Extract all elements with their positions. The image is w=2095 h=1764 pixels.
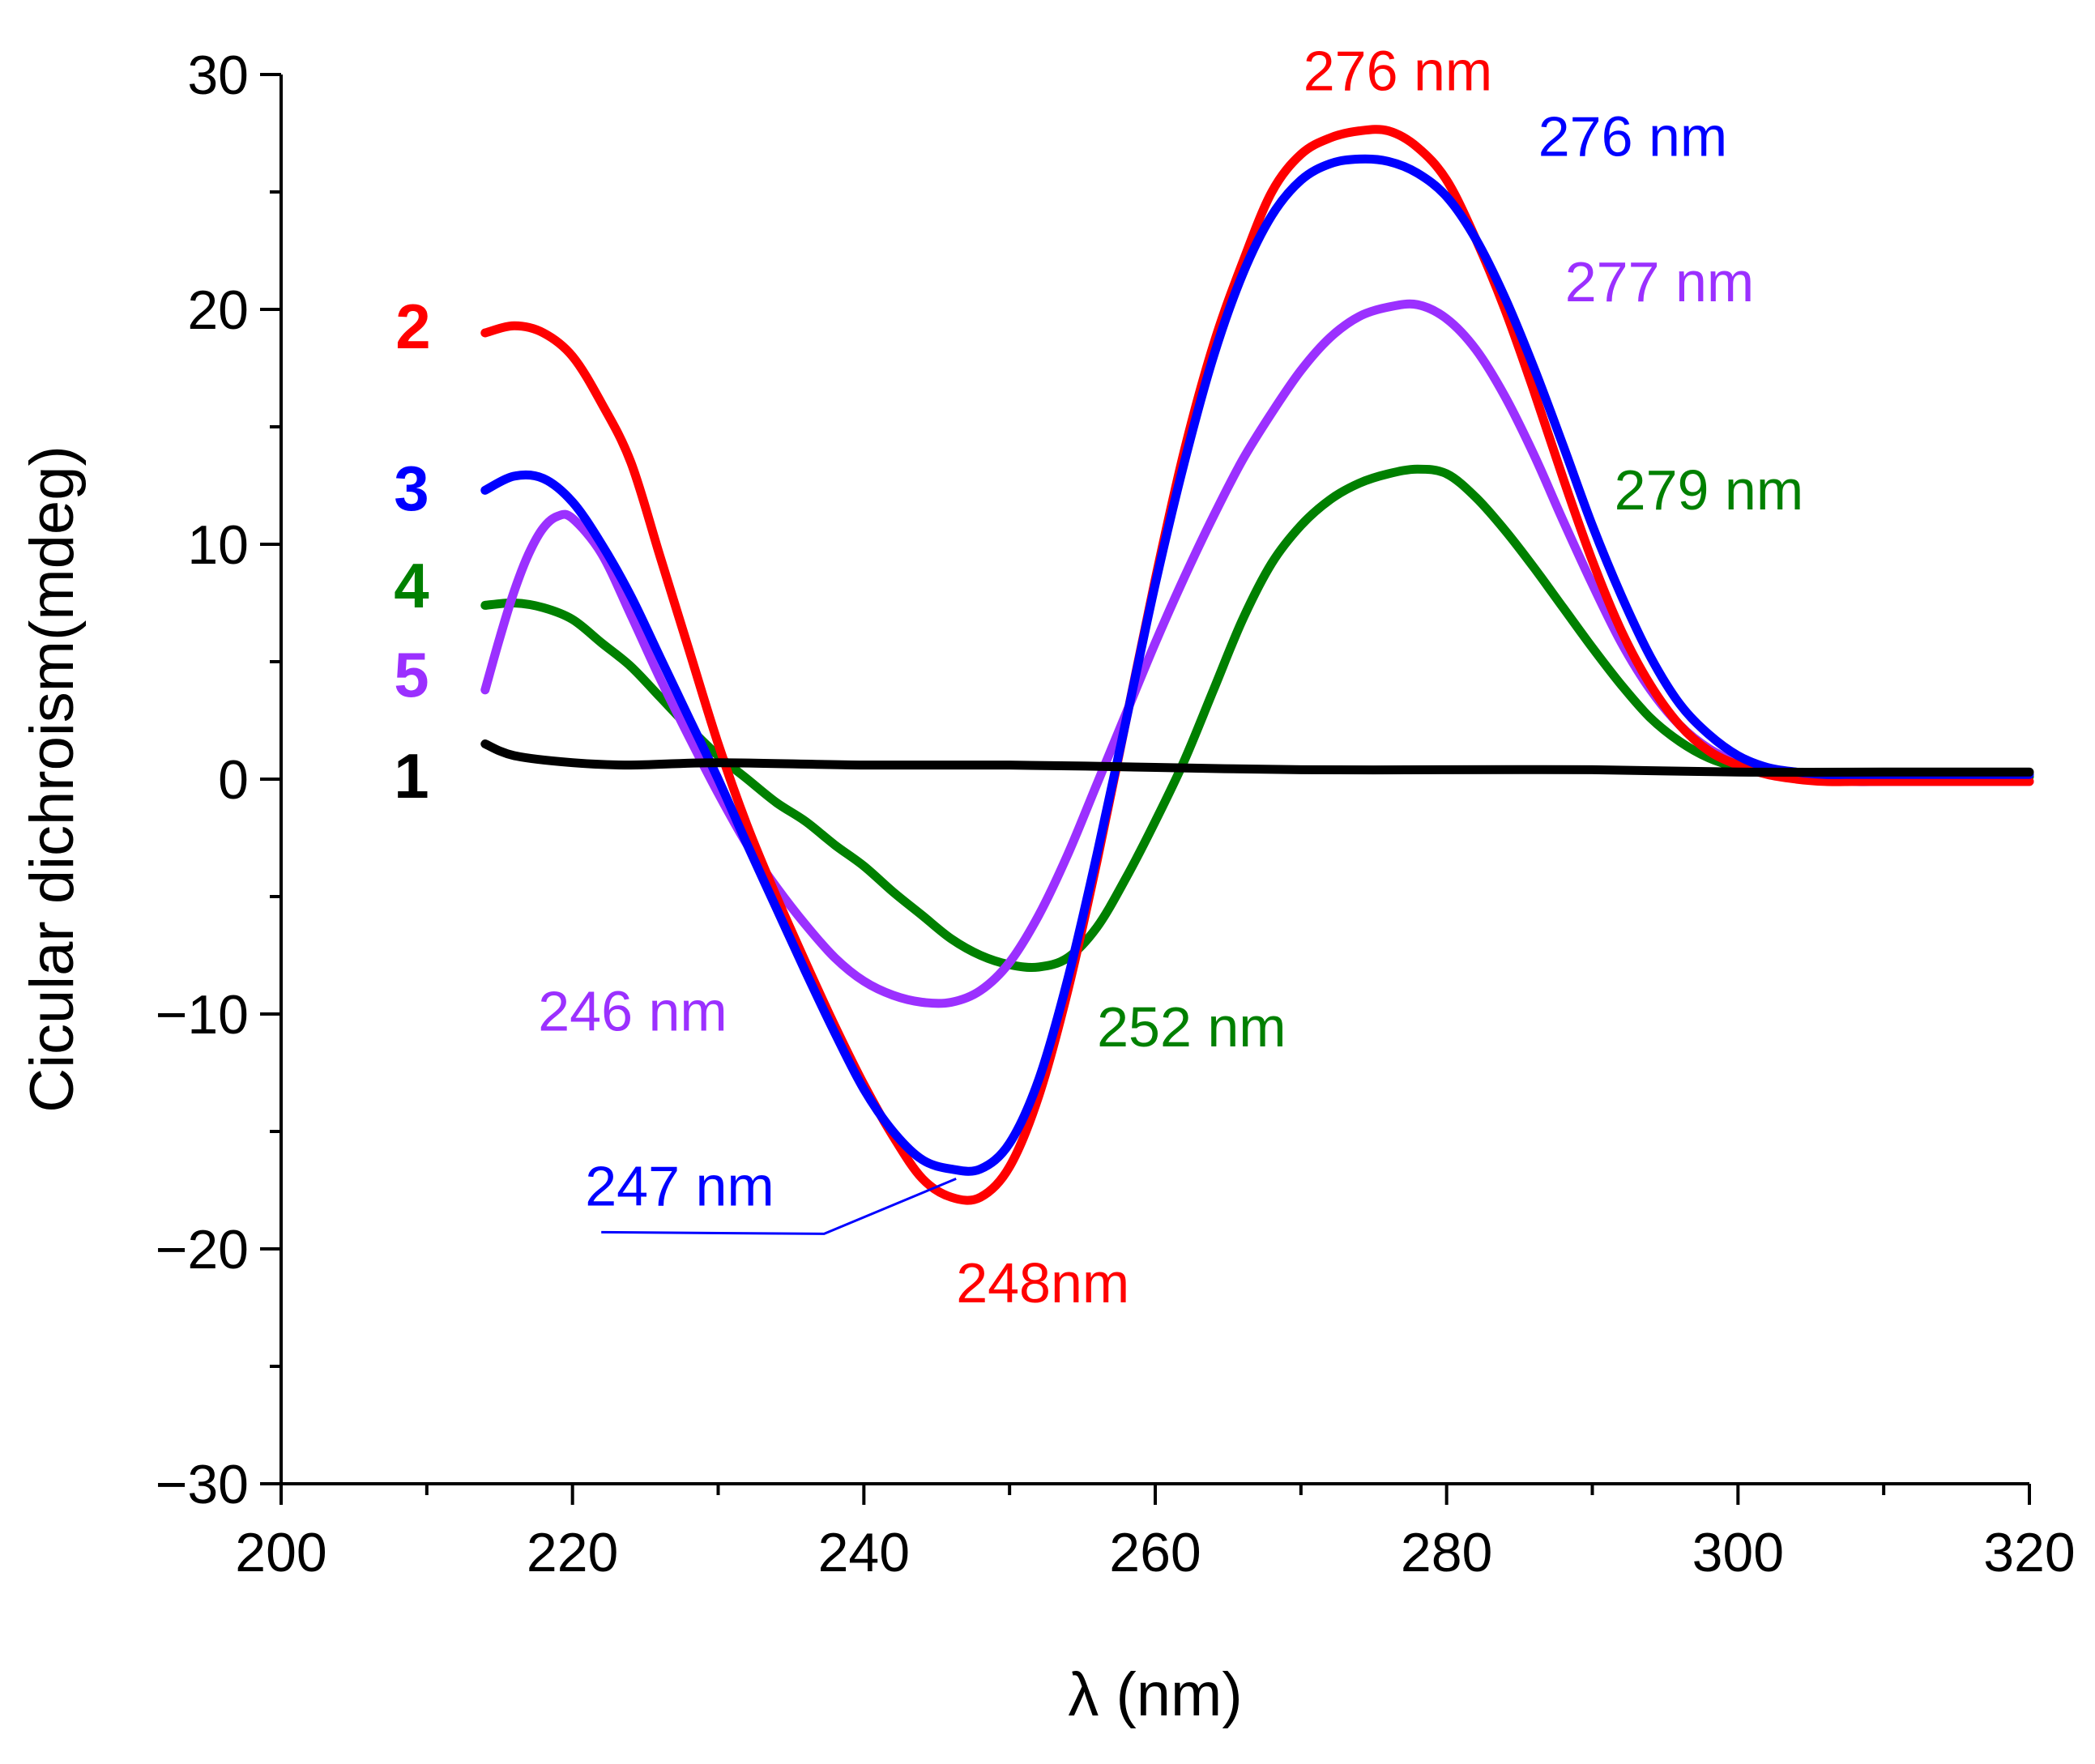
- series-number-label-2: 2: [395, 291, 430, 362]
- x-tick-label: 220: [527, 1522, 618, 1583]
- x-tick-label: 260: [1109, 1522, 1201, 1583]
- series-line-4: [480, 464, 2034, 973]
- y-tick-label: 30: [187, 45, 249, 106]
- peak-label-248nm-7: 248nm: [956, 1251, 1129, 1314]
- x-tick-label: 300: [1692, 1522, 1784, 1583]
- leader-line-247nm: [601, 1178, 957, 1235]
- x-tick-label: 200: [235, 1522, 326, 1583]
- series-number-label-3: 3: [394, 453, 429, 524]
- x-tick-label: 240: [818, 1522, 910, 1583]
- y-tick-label: 10: [187, 514, 249, 576]
- y-tick-label: 20: [187, 279, 249, 341]
- peak-label-246nm-4: 246 nm: [538, 980, 727, 1043]
- peak-label-276nm-1: 276 nm: [1538, 104, 1727, 168]
- peak-label-252nm-5: 252 nm: [1097, 995, 1286, 1059]
- peak-label-276nm-0: 276 nm: [1304, 40, 1492, 103]
- y-tick-label: −10: [156, 984, 249, 1046]
- y-tick-label: −30: [156, 1454, 249, 1515]
- x-tick-label: 280: [1401, 1522, 1492, 1583]
- y-axis-title: Cicular dichroism(mdeg): [18, 445, 87, 1113]
- peak-label-247nm-6: 247 nm: [585, 1154, 774, 1217]
- series-line-5: [480, 299, 2034, 1008]
- axes: [279, 75, 2029, 1485]
- series-group: [480, 125, 2034, 1205]
- labels-group: 1 2 3 4 5 276 nm 276 nm 277 nm 279 nm 246 nm 252 n…: [394, 40, 1803, 1315]
- leader-line-group: [601, 1178, 957, 1235]
- series-number-label-4: 4: [394, 550, 429, 621]
- series-number-label-5: 5: [394, 639, 429, 710]
- ticks: 200 220 240 260 280 300 320 −30 −20 −10 0 10 20 30: [156, 45, 2076, 1583]
- y-tick-label: 0: [218, 749, 249, 811]
- series-number-label-1: 1: [394, 740, 429, 812]
- series-line-1: [480, 739, 2034, 778]
- x-axis-title: λ (nm): [1068, 1660, 1242, 1729]
- series-line-3: [480, 154, 2034, 1176]
- peak-label-277nm-2: 277 nm: [1565, 250, 1754, 313]
- x-tick-label: 320: [1983, 1522, 2075, 1583]
- peak-label-279nm-3: 279 nm: [1615, 458, 1803, 522]
- y-tick-label: −20: [156, 1219, 249, 1280]
